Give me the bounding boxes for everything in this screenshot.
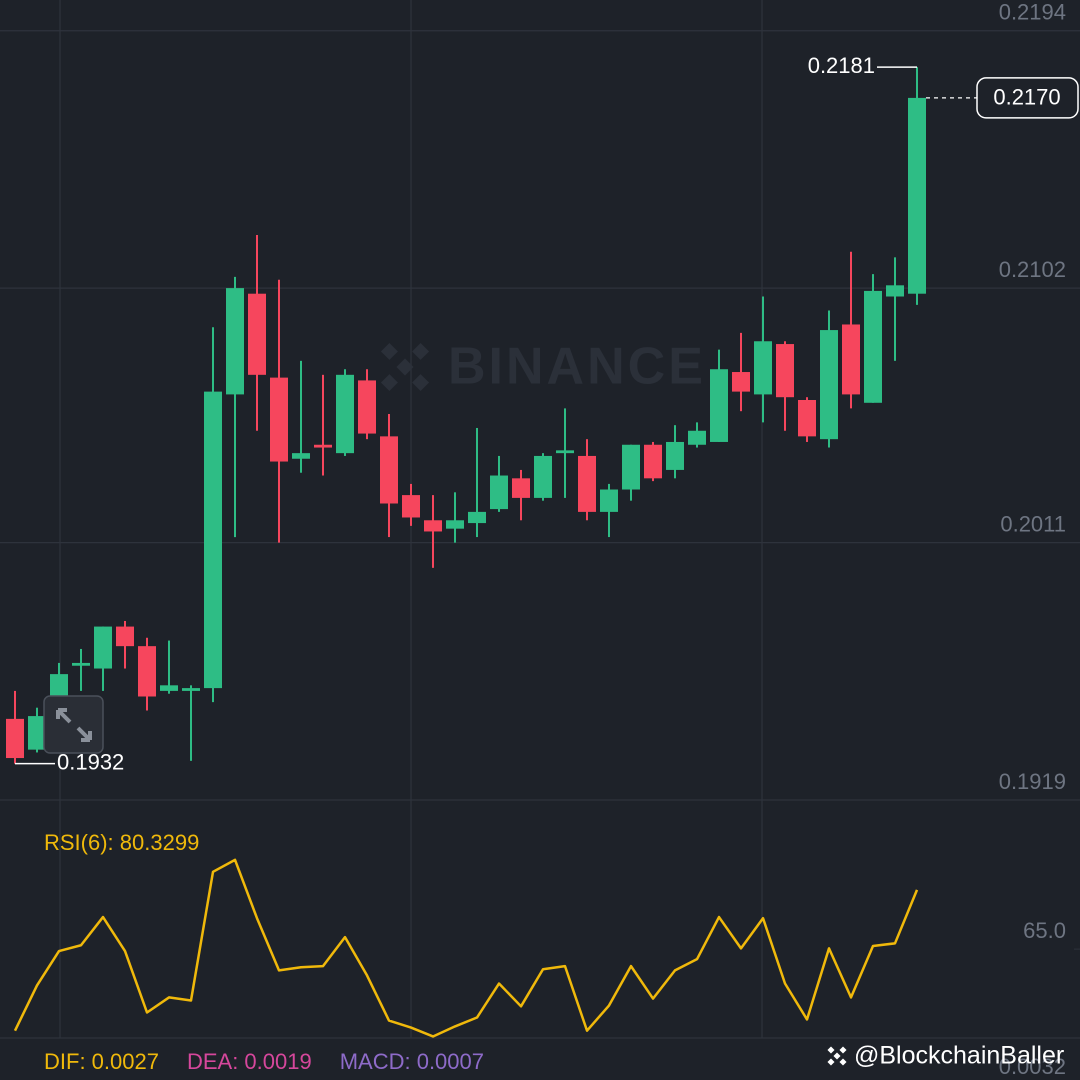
- macd-axis-label: 0.0032: [999, 1054, 1066, 1079]
- candle-body: [754, 341, 772, 395]
- expand-button-bg[interactable]: [43, 695, 104, 754]
- y-tick-label: 0.2194: [999, 0, 1066, 25]
- candle-body: [512, 478, 530, 498]
- candle-body: [116, 626, 134, 647]
- candle-body: [776, 344, 794, 398]
- candle-body: [842, 324, 860, 395]
- candle-body: [490, 475, 508, 510]
- candle-body: [358, 380, 376, 434]
- indicator-label: DEA: 0.0019: [187, 1049, 312, 1074]
- candle-body: [226, 288, 244, 395]
- watermark-text: BINANCE: [448, 338, 706, 396]
- last-price-box: [976, 77, 1079, 119]
- candle-body: [688, 430, 706, 445]
- candle-body: [28, 716, 46, 750]
- y-tick-label: 0.2102: [999, 257, 1066, 282]
- expand-icon[interactable]: [56, 708, 92, 742]
- last-price-label: 0.2170: [993, 85, 1060, 110]
- candle-body: [50, 674, 68, 697]
- candle-body: [204, 391, 222, 689]
- candle-body: [314, 444, 332, 448]
- candle-body: [380, 436, 398, 504]
- high-label: 0.2181: [808, 53, 875, 78]
- candle-body: [468, 511, 486, 524]
- expand-button[interactable]: [43, 695, 104, 754]
- candle-body: [644, 444, 662, 479]
- candle-body: [732, 372, 750, 392]
- candle-body: [710, 369, 728, 442]
- candle-body: [270, 377, 288, 462]
- candle-body: [622, 444, 640, 490]
- candle-body: [666, 441, 684, 470]
- candle-body: [820, 330, 838, 440]
- y-tick-label: 0.1919: [999, 769, 1066, 794]
- handle-text: @BlockchainBaller: [854, 1042, 1064, 1070]
- candle-body: [864, 290, 882, 403]
- candle-body: [248, 293, 266, 375]
- plot-layer: 0.19190.20110.21020.21940.21810.19320.21…: [0, 0, 1080, 1038]
- candle-body: [138, 646, 156, 697]
- candle-body: [600, 489, 618, 512]
- footer: DIF: 0.0027 DEA: 0.0019 MACD: 0.0007 0.0032: [44, 1049, 1066, 1079]
- candle-body: [578, 455, 596, 512]
- y-tick-label: 0.2011: [1000, 511, 1066, 536]
- candle-body: [534, 455, 552, 498]
- candle-body: [908, 97, 926, 294]
- candle-body: [94, 626, 112, 669]
- candle-body: [336, 374, 354, 454]
- rsi-line: [13, 858, 919, 1038]
- candle-body: [160, 685, 178, 691]
- candle-body: [798, 400, 816, 437]
- candle-body: [182, 688, 200, 691]
- candle-body: [886, 285, 904, 297]
- candle-body: [292, 453, 310, 459]
- candle-body: [424, 520, 442, 532]
- candle-body: [446, 520, 464, 529]
- candle-body: [6, 718, 24, 759]
- panel-title: RSI(6): 80.3299: [44, 830, 199, 855]
- indicator-label: DIF: 0.0027: [44, 1049, 159, 1074]
- y-tick-label: 65.0: [1023, 918, 1066, 943]
- candle-body: [402, 495, 420, 518]
- candle-body: [72, 662, 90, 666]
- indicator-label: MACD: 0.0007: [340, 1049, 484, 1074]
- candle-body: [556, 450, 574, 454]
